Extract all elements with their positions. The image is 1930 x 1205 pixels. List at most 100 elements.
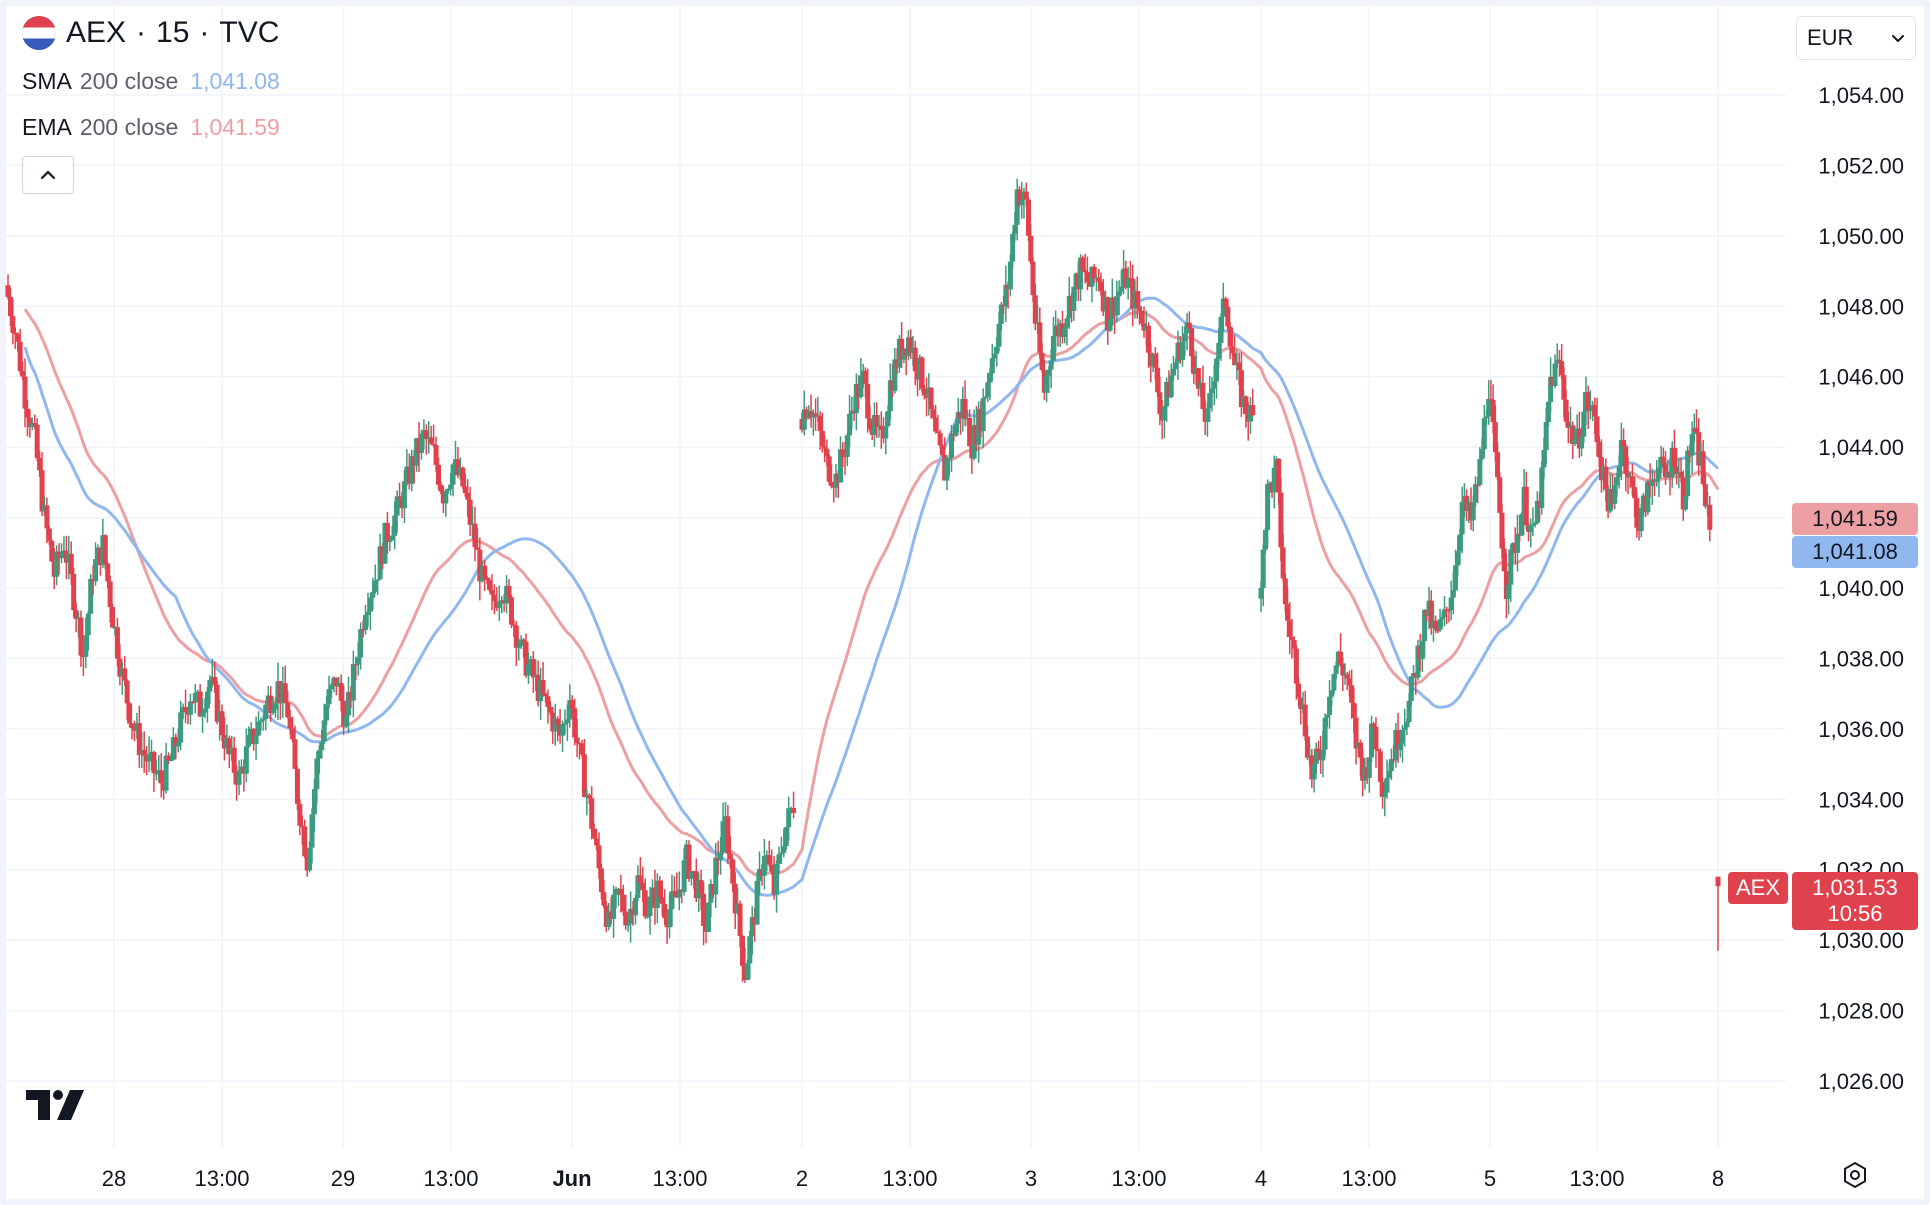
candle	[1204, 408, 1210, 422]
candle	[37, 457, 43, 471]
candle	[1495, 452, 1501, 478]
candle	[878, 425, 884, 430]
candle	[1298, 697, 1304, 709]
candle	[1207, 393, 1213, 409]
candle	[363, 615, 369, 630]
candlestick-layer	[5, 178, 1721, 983]
chart-settings-icon[interactable]	[1840, 1160, 1870, 1195]
collapse-legend-button[interactable]	[22, 156, 74, 194]
candle	[151, 752, 157, 774]
last-price-value: 1,031.53	[1812, 875, 1898, 900]
ema-params: 200 close	[79, 114, 179, 140]
candle	[1276, 459, 1282, 493]
candle	[1671, 447, 1677, 467]
candle	[1346, 678, 1352, 686]
candle	[625, 923, 631, 926]
candle	[1238, 370, 1244, 408]
ema-price-label: 1,041.59	[1792, 503, 1918, 535]
candle	[1375, 749, 1381, 752]
candle	[1663, 464, 1669, 478]
candle	[268, 695, 274, 714]
candle	[141, 750, 147, 756]
candle	[1645, 481, 1651, 513]
candle	[1572, 438, 1578, 444]
candle	[754, 880, 760, 925]
candle	[401, 481, 407, 509]
candle	[523, 641, 529, 676]
candle	[1534, 500, 1540, 524]
candle	[1459, 501, 1465, 535]
candle	[273, 703, 279, 710]
candle	[338, 682, 344, 701]
candle	[1623, 446, 1629, 474]
candle	[701, 893, 707, 926]
candle	[892, 359, 898, 391]
candle	[632, 897, 638, 916]
candle	[423, 430, 429, 440]
candle	[309, 814, 315, 848]
candle	[1371, 723, 1377, 727]
candle	[307, 847, 313, 871]
time-axis[interactable]: 28 13:00 29 13:00 Jun 13:00 2 13:00 3 13:00 4 13:00…	[102, 1166, 1724, 1191]
candle	[513, 625, 519, 648]
candle	[589, 798, 595, 829]
candle	[431, 443, 437, 446]
candle	[163, 755, 169, 791]
candle	[102, 535, 108, 564]
candle	[292, 739, 298, 769]
candle	[491, 594, 497, 602]
candle	[384, 522, 390, 543]
candle	[865, 383, 871, 419]
candle	[1402, 727, 1408, 731]
ema-legend[interactable]: EMA 200 close 1,041.59	[22, 114, 280, 141]
candle	[1715, 876, 1721, 887]
x-tick-label: 13:00	[1341, 1166, 1396, 1191]
candle	[659, 897, 665, 904]
candle	[623, 911, 629, 926]
candle	[34, 424, 40, 458]
candle	[611, 894, 617, 919]
candle	[382, 522, 388, 564]
y-tick-label: 1,048.00	[1818, 294, 1904, 319]
candle	[647, 896, 653, 917]
candle	[1216, 342, 1222, 359]
candle	[730, 859, 736, 884]
chevron-down-icon	[1892, 35, 1904, 42]
candle	[996, 323, 1002, 347]
candle	[462, 486, 468, 493]
candle	[564, 719, 570, 724]
candle	[858, 375, 864, 398]
sma-legend[interactable]: SMA 200 close 1,041.08	[22, 68, 280, 95]
currency-selector[interactable]: EUR	[1796, 16, 1916, 60]
candle	[350, 664, 356, 701]
price-axis[interactable]: 1,026.001,028.001,030.001,032.001,034.00…	[1818, 83, 1904, 1094]
candle	[628, 908, 634, 924]
symbol-header[interactable]: AEX · 15 · TVC	[22, 16, 279, 50]
candle	[290, 728, 296, 740]
candle	[1395, 730, 1401, 750]
moving-averages-layer	[23, 296, 1720, 897]
candle	[1475, 484, 1481, 486]
candle	[994, 346, 1000, 354]
candle	[1304, 736, 1310, 758]
candle	[1078, 257, 1084, 290]
candle	[1554, 359, 1560, 364]
candle	[586, 794, 592, 799]
x-tick-label: 2	[796, 1166, 808, 1191]
candle	[645, 916, 651, 918]
x-tick-label: 13:00	[1569, 1166, 1624, 1191]
y-tick-label: 1,028.00	[1818, 999, 1904, 1024]
candle	[1186, 322, 1192, 328]
candle	[998, 304, 1004, 324]
y-tick-label: 1,026.00	[1818, 1069, 1904, 1094]
candle	[1689, 434, 1695, 456]
candle	[1098, 281, 1104, 292]
candle	[105, 563, 111, 582]
candle	[598, 868, 604, 893]
x-tick-label: 28	[102, 1166, 126, 1191]
tradingview-logo-icon[interactable]	[26, 1090, 86, 1125]
candle	[1118, 286, 1124, 292]
candle	[1223, 298, 1229, 307]
